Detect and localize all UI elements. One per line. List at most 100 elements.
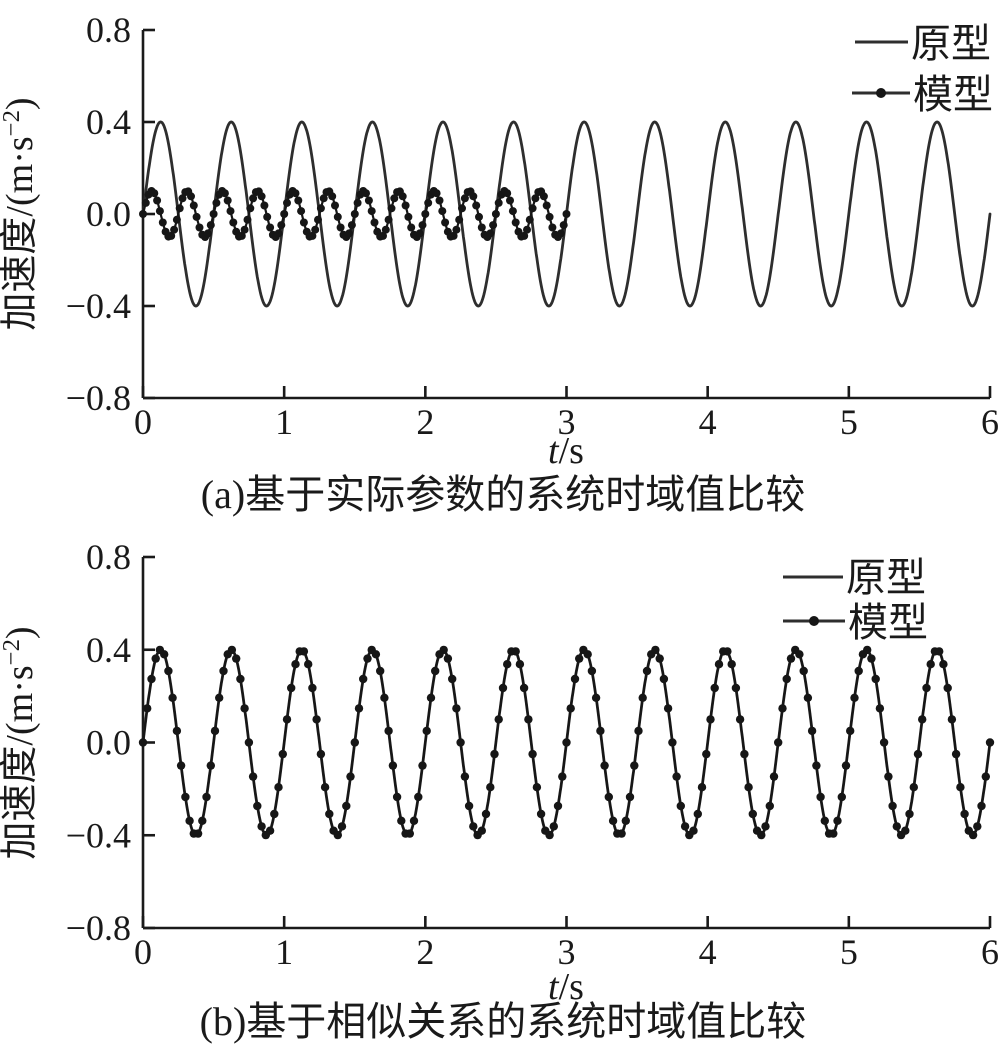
y-tick-label: 0.8 [86, 537, 131, 577]
model-data-point [562, 738, 571, 747]
model-data-point [503, 660, 512, 669]
model-data-point [697, 783, 707, 792]
model-data-point [316, 204, 325, 213]
model-data-point [257, 822, 266, 831]
model-data-point [731, 683, 741, 693]
model-data-point [531, 194, 540, 203]
x-tick-label: 2 [416, 932, 434, 972]
model-data-point [280, 210, 289, 218]
model-data-point [143, 704, 152, 713]
model-data-point [769, 772, 779, 781]
model-data-point [888, 801, 897, 811]
model-data-point [299, 647, 309, 656]
model-data-point [583, 650, 592, 659]
model-data-point [455, 215, 464, 224]
model-data-point [299, 218, 308, 227]
model-data-point [740, 749, 749, 759]
model-data-point [854, 666, 863, 676]
model-data-point [353, 198, 362, 207]
model-data-point [212, 198, 221, 207]
model-data-point [172, 215, 181, 224]
model-data-point [325, 809, 334, 819]
model-data-point [748, 809, 757, 819]
model-data-point [223, 196, 232, 205]
x-tick-label: 6 [981, 932, 999, 972]
model-data-point [432, 189, 441, 198]
y-axis-label-post: ) [0, 626, 41, 639]
model-data-point [294, 196, 303, 205]
model-data-point [367, 207, 376, 216]
x-tick-label: 4 [699, 932, 717, 972]
model-data-point [676, 801, 685, 811]
model-data-point [515, 660, 525, 669]
model-data-point [511, 647, 520, 656]
model-data-point [638, 693, 647, 702]
model-data-point [150, 189, 159, 198]
model-data-point [714, 660, 724, 669]
model-data-point [548, 223, 557, 232]
model-data-point [981, 772, 990, 781]
model-data-point [380, 693, 389, 702]
model-data-point [651, 645, 660, 655]
x-tick-label: 2 [416, 402, 434, 442]
model-data-point [319, 194, 328, 203]
model-data-point [333, 212, 342, 221]
model-data-point [456, 738, 465, 747]
model-data-point [807, 726, 817, 736]
model-data-point [642, 666, 652, 676]
model-data-point [291, 660, 300, 669]
model-data-point [283, 198, 291, 207]
model-data-point [489, 221, 498, 230]
model-data-point [833, 816, 842, 825]
model-data-point [297, 207, 306, 216]
model-data-point [278, 749, 287, 759]
model-data-point [167, 231, 176, 240]
x-tick-label: 0 [134, 402, 152, 442]
model-data-point [270, 809, 279, 819]
model-data-point [617, 829, 626, 838]
model-data-point [460, 772, 470, 781]
model-data-point [266, 223, 275, 232]
model-data-point [364, 196, 373, 205]
model-data-point [511, 218, 520, 227]
model-data-point [263, 212, 272, 221]
model-data-point [727, 660, 736, 669]
model-data-point [333, 830, 342, 840]
model-data-point [398, 192, 407, 201]
model-data-point [449, 231, 458, 240]
model-data-point [404, 212, 413, 221]
model-data-point [723, 647, 732, 656]
model-data-point [587, 666, 597, 676]
y-tick-label: 0.4 [86, 630, 131, 670]
model-data-point [345, 229, 354, 238]
model-data-point [426, 693, 436, 702]
model-data-point [195, 223, 204, 232]
model-data-point [158, 218, 167, 227]
model-data-point [960, 809, 969, 819]
model-data-point [362, 189, 370, 198]
model-data-point [846, 726, 855, 736]
model-data-point [376, 666, 385, 676]
model-data-point [316, 749, 326, 759]
model-data-point [409, 816, 419, 825]
chart-b-plot-area: 0 1 2 3 4 5 6 0.8 0.4 0.0 −0.4 −0.8 [66, 537, 999, 972]
model-data-point [328, 192, 337, 201]
model-data-point [226, 207, 235, 216]
model-data-point [519, 683, 529, 693]
model-data-point [229, 218, 238, 227]
model-data-point [215, 693, 224, 702]
model-data-point [672, 772, 681, 781]
model-data-point [799, 666, 808, 676]
model-data-point [274, 229, 283, 238]
model-data-point [475, 212, 483, 221]
model-data-point [232, 654, 241, 663]
model-data-point [287, 683, 296, 693]
model-data-point [448, 674, 457, 684]
model-data-point [203, 229, 212, 238]
model-data-point [379, 231, 387, 240]
model-data-point [407, 223, 416, 232]
model-data-point [922, 683, 931, 693]
model-data-point [901, 826, 910, 835]
model-data-point [392, 792, 402, 802]
y-tick-label: −0.4 [66, 815, 131, 855]
